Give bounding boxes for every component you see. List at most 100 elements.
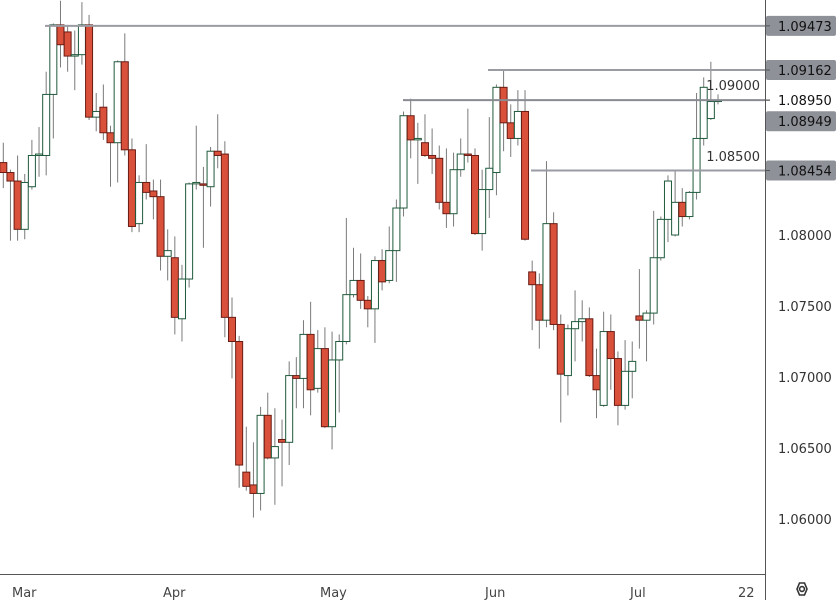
candle-body [656,218,665,259]
candle-up [685,190,694,220]
price-labels-layer: 1.09473 1.09162 1.08950 1.08454 1.08949 [765,15,836,181]
candle-down [528,260,537,331]
candle-up [20,173,29,240]
candle-body [363,299,372,310]
last-price-label-box [766,111,836,132]
candle-up [392,199,401,282]
candle-body [185,183,194,280]
candle-body [642,312,651,321]
candle-body [106,132,115,144]
candle-down [356,253,365,309]
candle-up [671,171,680,237]
candle-down [535,273,544,349]
candle-body [20,181,29,230]
time-axis[interactable]: Mar Apr May Jun Jul 22 [12,586,755,600]
candle-down [506,104,515,157]
price-axis[interactable]: 1.09000 1.08500 1.08000 1.07500 1.07000 1.065… [706,79,832,528]
candle-body [456,153,465,171]
candles-layer [0,0,722,518]
candle-body [13,180,22,230]
candle-down [499,70,508,152]
candle-up [256,406,265,511]
candle-body [513,110,522,139]
candle-down [420,114,429,157]
candle-body [99,106,108,134]
candle-body [85,24,94,118]
candle-body [199,183,208,186]
candle-up [456,138,465,177]
price-tick-label: 1.06000 [778,513,832,528]
candle-body [292,375,301,379]
candle-body [313,348,322,389]
candle-body [135,181,144,225]
candle-body [263,414,272,459]
candle-down [363,296,372,328]
level-price-label: 1.08950 [778,94,832,109]
candle-body [549,223,558,325]
candle-down [242,426,251,491]
candle-body [242,471,251,487]
candle-body [528,271,537,286]
candle-body [6,172,15,182]
candle-body [406,115,415,141]
candle-body [163,250,172,257]
candle-body [492,86,501,174]
candle-body [270,446,279,459]
candle-up [192,125,201,190]
candle-up [285,361,294,466]
candle-up [492,84,501,196]
candle-body [142,181,151,193]
candle-body [56,24,65,46]
candle-up [621,340,630,410]
candle-body [177,278,186,320]
candle-body [499,86,508,124]
time-tick-label: Mar [12,586,37,600]
candle-body [571,321,580,330]
candle-body [206,150,215,188]
candle-up [370,256,379,343]
levels-layer [45,24,765,172]
candle-body [113,61,122,144]
candle-body [471,154,480,235]
candle-up [599,311,608,407]
candle-down [106,125,115,187]
candle-down [442,148,451,228]
candle-body [92,110,101,118]
settings-gear-icon[interactable] [790,580,814,598]
candle-body [599,331,608,406]
price-tick-label: 1.06500 [778,442,832,457]
candle-up [542,161,551,328]
candle-body [435,157,444,203]
candle-up [328,331,337,450]
candle-up [77,2,86,65]
candle-up [413,122,422,184]
candle-down [56,0,65,68]
candle-down [235,335,244,488]
candle-body [413,137,422,141]
candle-body [485,167,494,191]
candle-body [192,181,201,185]
level-price-label-box [766,90,836,111]
price-tick-label: 1.09000 [706,79,760,94]
candle-body [649,257,658,314]
candle-up [485,117,494,218]
candle-body [149,190,158,198]
candle-body [228,316,237,342]
candle-body [449,169,458,215]
candle-body [42,93,51,156]
candle-body [299,333,308,379]
candle-body [213,150,222,156]
candle-up [563,324,572,396]
candle-down [249,442,258,518]
candle-down [428,128,437,174]
candle-body [613,358,622,406]
candle-down [228,297,237,379]
candle-down [127,138,136,233]
time-tick-label: Apr [163,586,186,600]
candle-body [585,318,594,377]
candle-body [671,201,680,236]
level-price-label: 1.09473 [778,20,832,35]
candle-up [270,408,279,505]
candle-up [92,93,101,132]
